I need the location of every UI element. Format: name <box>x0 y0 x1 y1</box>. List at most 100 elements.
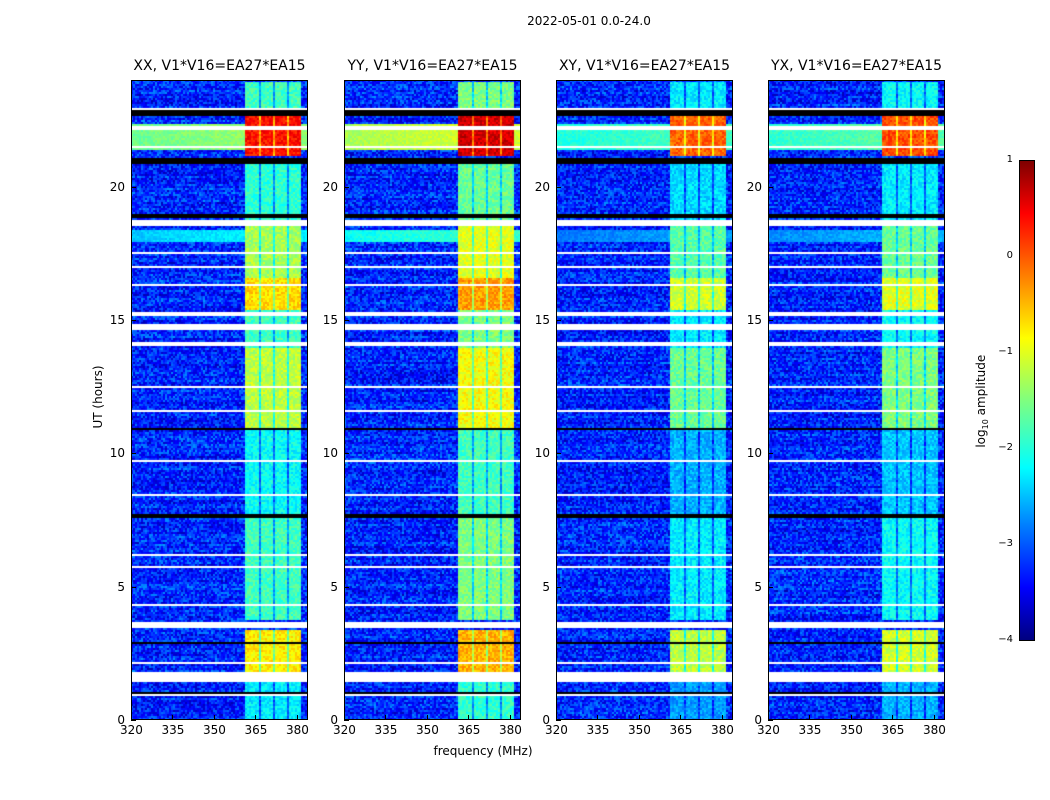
y-tick-mark <box>556 586 561 588</box>
x-tick-mark <box>426 715 428 720</box>
figure-title: 2022-05-01 0.0-24.0 <box>527 14 651 28</box>
y-tick-label: 10 <box>322 446 338 461</box>
y-tick-mark <box>556 186 561 188</box>
x-tick-mark <box>809 715 811 720</box>
x-tick-mark <box>933 715 935 720</box>
x-tick-mark <box>638 715 640 720</box>
colorbar-tick-label: 0 <box>1006 250 1013 261</box>
y-tick-mark <box>344 320 349 321</box>
panel-title: YX, V1*V16=EA27*EA15 <box>770 58 943 74</box>
x-tick-mark <box>680 715 682 720</box>
x-tick-label: 365 <box>669 723 693 737</box>
y-tick-mark <box>556 720 561 721</box>
x-tick-label: 335 <box>161 723 185 737</box>
y-tick-label: 5 <box>542 579 550 594</box>
x-tick-label: 335 <box>374 723 398 737</box>
y-tick-label: 15 <box>322 313 338 327</box>
x-tick-label: 320 <box>757 723 780 737</box>
x-tick-mark <box>296 715 298 720</box>
heatmap-image <box>556 80 733 720</box>
y-tick-label: 5 <box>330 579 338 594</box>
x-tick-label: 380 <box>922 723 946 737</box>
y-tick-label: 5 <box>754 579 762 594</box>
y-tick-label: 0 <box>542 713 550 727</box>
x-tick-label: 380 <box>285 723 309 737</box>
x-tick-label: 320 <box>545 723 568 737</box>
x-tick-label: 365 <box>244 723 268 737</box>
colorbar-tick-label: −3 <box>998 538 1013 549</box>
y-tick-label: 20 <box>746 179 762 194</box>
x-tick-mark <box>344 715 345 720</box>
y-tick-label: 15 <box>746 313 762 327</box>
colorbar-tick-label: 1 <box>1006 154 1013 165</box>
x-tick-mark <box>213 715 215 720</box>
heatmap-image <box>768 80 945 720</box>
x-tick-label: 380 <box>710 723 734 737</box>
colorbar-tick-label: −4 <box>998 634 1013 645</box>
y-tick-label: 20 <box>322 179 338 194</box>
heatmap-image <box>344 80 521 720</box>
y-tick-label: 20 <box>534 179 550 194</box>
x-tick-mark <box>172 715 174 720</box>
x-tick-mark <box>721 715 723 720</box>
y-tick-label: 5 <box>117 579 125 594</box>
y-tick-mark <box>131 186 136 188</box>
x-tick-label: 350 <box>415 723 439 737</box>
y-tick-label: 10 <box>109 446 125 461</box>
x-tick-label: 335 <box>798 723 822 737</box>
y-tick-mark <box>344 720 349 721</box>
y-tick-label: 20 <box>109 179 125 194</box>
y-tick-mark <box>556 320 561 321</box>
y-tick-label: 10 <box>534 446 550 461</box>
y-tick-mark <box>768 586 773 588</box>
y-tick-label: 15 <box>534 313 550 327</box>
y-tick-mark <box>556 453 561 455</box>
spectrogram-panel-2: XY, V1*V16=EA27*EA15 320 335 350 365 380 0 5 10 1… <box>535 58 734 737</box>
y-axis-label: UT (hours) <box>91 365 105 429</box>
y-tick-mark <box>131 720 136 721</box>
colorbar-label: log10 amplitude <box>973 354 991 448</box>
panel-title: XY, V1*V16=EA27*EA15 <box>558 58 731 74</box>
heatmap-image <box>131 80 308 720</box>
spectrogram-panel-1: YY, V1*V16=EA27*EA15 320 335 350 365 380 0 5 10 1… <box>323 58 522 737</box>
x-tick-mark <box>131 715 132 720</box>
y-tick-mark <box>344 186 349 188</box>
y-tick-label: 0 <box>754 713 762 727</box>
y-tick-label: 10 <box>746 446 762 461</box>
y-tick-label: 0 <box>330 713 338 727</box>
x-tick-mark <box>597 715 599 720</box>
x-tick-label: 380 <box>498 723 522 737</box>
x-tick-label: 320 <box>120 723 143 737</box>
y-tick-mark <box>768 186 773 188</box>
x-tick-mark <box>850 715 852 720</box>
y-tick-mark <box>768 720 773 721</box>
x-tick-label: 365 <box>457 723 481 737</box>
y-tick-mark <box>768 320 773 321</box>
y-tick-mark <box>131 586 136 588</box>
spectrogram-panel-3: YX, V1*V16=EA27*EA15 320 335 350 365 380 0 5 10 1… <box>747 58 946 737</box>
y-tick-label: 15 <box>109 313 125 327</box>
x-axis-label: frequency (MHz) <box>433 744 533 758</box>
y-tick-mark <box>131 320 136 321</box>
x-tick-mark <box>556 715 557 720</box>
x-tick-label: 350 <box>202 723 226 737</box>
x-tick-label: 335 <box>586 723 610 737</box>
x-tick-mark <box>468 715 470 720</box>
y-tick-mark <box>344 453 349 455</box>
x-tick-mark <box>255 715 257 720</box>
x-tick-mark <box>768 715 769 720</box>
x-tick-mark <box>385 715 387 720</box>
y-tick-mark <box>768 453 773 455</box>
y-tick-mark <box>344 586 349 588</box>
colorbar-tick-label: −2 <box>998 442 1013 453</box>
x-tick-label: 320 <box>333 723 356 737</box>
panel-title: YY, V1*V16=EA27*EA15 <box>347 58 518 74</box>
colorbar <box>1019 160 1035 641</box>
x-tick-mark <box>892 715 894 720</box>
x-tick-label: 350 <box>627 723 651 737</box>
colorbar-tick-label: −1 <box>998 346 1013 357</box>
y-tick-label: 0 <box>117 713 125 727</box>
spectrogram-panel-0: XX, V1*V16=EA27*EA15 320 335 350 365 380 0 5 10 1… <box>110 58 309 737</box>
panel-title: XX, V1*V16=EA27*EA15 <box>133 58 306 74</box>
